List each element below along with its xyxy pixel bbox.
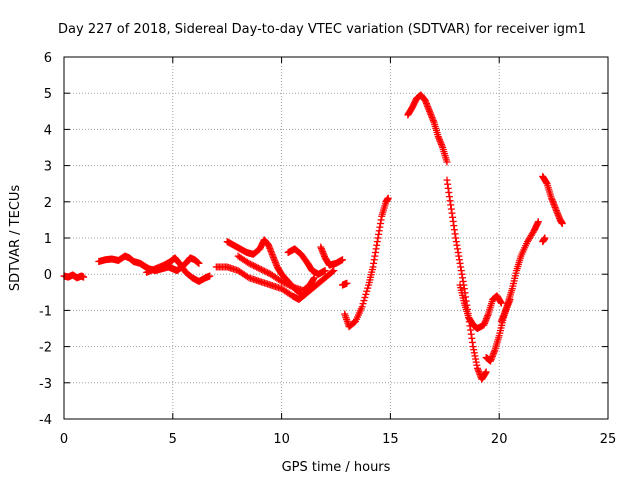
data-point — [257, 266, 265, 274]
data-point — [361, 293, 369, 301]
data-point — [247, 260, 255, 268]
data-point — [243, 273, 251, 281]
data-point — [80, 273, 88, 281]
x-tick-label: 25 — [600, 432, 617, 447]
data-point — [253, 263, 261, 271]
data-point — [363, 287, 371, 295]
y-tick-label: -3 — [39, 377, 52, 392]
data-point — [281, 279, 289, 287]
data-point — [339, 256, 347, 264]
data-point — [359, 300, 367, 308]
data-point — [541, 234, 549, 242]
data-point — [443, 158, 451, 166]
x-tick-label: 0 — [60, 432, 68, 447]
plot-border — [63, 56, 609, 420]
data-point — [279, 278, 287, 286]
x-tick-label: 10 — [273, 432, 290, 447]
data-point — [250, 262, 258, 270]
data-point — [284, 281, 292, 289]
data-point — [206, 272, 214, 280]
x-tick-labels: 0 5 10 15 20 25 — [60, 432, 616, 447]
y-tick-label: -4 — [39, 413, 52, 428]
data-point — [254, 264, 262, 272]
data-point — [278, 277, 286, 285]
y-tick-label: 1 — [44, 232, 52, 247]
x-tick-label: 15 — [382, 432, 399, 447]
data-point — [256, 265, 264, 273]
data-point — [321, 267, 329, 275]
data-point — [195, 259, 203, 267]
y-tick-label: -2 — [39, 341, 52, 356]
y-tick-label: 0 — [44, 268, 52, 283]
y-tick-label: -1 — [39, 304, 52, 319]
data-point — [384, 194, 392, 202]
data-point — [343, 279, 351, 287]
data-point — [264, 269, 272, 277]
y-axis-label: SDTVAR / TECUs — [8, 185, 23, 292]
data-point — [497, 299, 505, 307]
data-point — [261, 267, 269, 275]
data-point — [506, 296, 514, 304]
data-point — [534, 218, 542, 226]
grid — [64, 57, 608, 419]
chart-title: Day 227 of 2018, Sidereal Day-to-day VTE… — [58, 22, 586, 37]
data-point — [259, 266, 267, 274]
y-tick-label: 6 — [44, 51, 52, 66]
data-point — [285, 281, 293, 289]
data-point — [262, 268, 270, 276]
y-tick-label: 3 — [44, 160, 52, 175]
data-point — [282, 280, 290, 288]
x-tick-label: 20 — [491, 432, 508, 447]
data-point — [360, 297, 368, 305]
data-point — [364, 284, 372, 292]
x-tick-label: 5 — [169, 432, 177, 447]
data-point — [558, 220, 566, 228]
y-tick-labels: -4 -3 -2 -1 0 1 2 3 4 5 6 — [39, 51, 52, 428]
data-point — [248, 261, 256, 269]
data-point — [358, 303, 366, 311]
data-point — [329, 268, 337, 276]
y-tick-label: 4 — [44, 123, 52, 138]
data-point — [330, 267, 338, 275]
x-axis-label: GPS time / hours — [282, 460, 391, 475]
data-point — [287, 282, 295, 290]
data-point — [362, 290, 370, 298]
data-point — [245, 259, 253, 267]
data-points — [60, 91, 566, 383]
y-tick-label: 2 — [44, 196, 52, 211]
y-tick-label: 5 — [44, 87, 52, 102]
data-point — [251, 262, 259, 270]
data-point — [482, 368, 490, 376]
